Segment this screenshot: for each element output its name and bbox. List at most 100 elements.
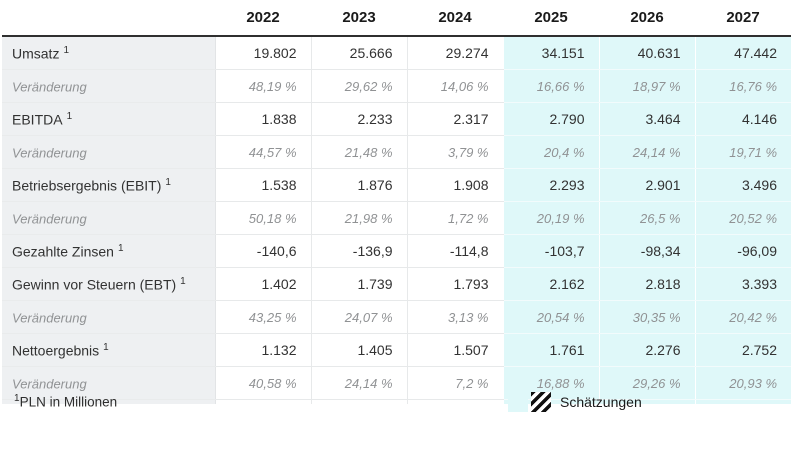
value-cell: 1.876 [310,168,407,202]
estimate-value-cell: 26,5 % [598,201,695,235]
estimate-value-cell: 20,54 % [502,300,599,334]
value-cell: 21,48 % [310,135,407,169]
legend-label: Schätzungen [560,394,642,410]
estimate-value-cell: -103,7 [502,234,599,268]
table-row-ebitda: EBITDA 1 1.838 2.233 2.317 2.790 3.464 4.… [2,102,791,136]
value-cell: 29.274 [406,36,503,70]
value-cell: -140,6 [214,234,311,268]
value-cell: 1.739 [310,267,407,301]
row-label: Veränderung [2,135,216,169]
value-cell: 14,06 % [406,69,503,103]
value-cell: 19.802 [214,36,311,70]
year-header-2025: 2025 [503,0,599,37]
table-row-zinsen: Gezahlte Zinsen 1 -140,6 -136,9 -114,8 -1… [2,234,791,268]
estimate-value-cell: 2.162 [502,267,599,301]
row-label: Nettoergebnis 1 [2,333,216,367]
table-row-ebt: Gewinn vor Steuern (EBT) 1 1.402 1.739 1.… [2,267,791,301]
estimate-value-cell: 20,93 % [694,366,791,400]
row-label: EBITDA 1 [2,102,216,136]
estimate-value-cell: 3.393 [694,267,791,301]
table-bottom-spacer [2,399,791,404]
footnote: 1PLN in Millionen [14,393,117,410]
value-cell: 1.405 [310,333,407,367]
estimate-value-cell: 2.818 [598,267,695,301]
value-cell: 25.666 [310,36,407,70]
value-cell: 43,25 % [214,300,311,334]
value-cell: 7,2 % [406,366,503,400]
value-cell: 29,62 % [310,69,407,103]
table-row-veraenderung: Veränderung 48,19 % 29,62 % 14,06 % 16,6… [2,69,791,103]
estimate-value-cell: 2.790 [502,102,599,136]
value-cell: 1,72 % [406,201,503,235]
footnote-marker: 1 [14,393,20,404]
year-header-2027: 2027 [695,0,791,37]
row-label: Veränderung [2,69,216,103]
estimate-value-cell: 1.761 [502,333,599,367]
row-label: Gezahlte Zinsen 1 [2,234,216,268]
value-cell: 21,98 % [310,201,407,235]
estimate-value-cell: 34.151 [502,36,599,70]
estimate-value-cell: 4.146 [694,102,791,136]
table-row-veraenderung: Veränderung 50,18 % 21,98 % 1,72 % 20,19… [2,201,791,235]
estimate-color-swatch [508,392,528,412]
value-cell: 2.233 [310,102,407,136]
year-header-row: 2022 2023 2024 2025 2026 2027 [2,0,791,37]
row-label: Betriebsergebnis (EBIT) 1 [2,168,216,202]
row-label: Umsatz 1 [2,36,216,70]
table-row-umsatz: Umsatz 1 19.802 25.666 29.274 34.151 40.6… [2,36,791,70]
estimate-value-cell: 20,19 % [502,201,599,235]
value-cell: 1.402 [214,267,311,301]
value-cell: -114,8 [406,234,503,268]
value-cell: 3,79 % [406,135,503,169]
year-header-2024: 2024 [407,0,503,37]
estimate-value-cell: 40.631 [598,36,695,70]
row-label: Veränderung [2,300,216,334]
row-label: Veränderung [2,366,216,400]
value-cell: 1.838 [214,102,311,136]
value-cell: -136,9 [310,234,407,268]
value-cell: 1.132 [214,333,311,367]
estimate-value-cell: 18,97 % [598,69,695,103]
footnote-text: PLN in Millionen [19,394,118,410]
value-cell: 1.793 [406,267,503,301]
estimate-value-cell: 2.293 [502,168,599,202]
value-cell: 44,57 % [214,135,311,169]
estimate-value-cell: 47.442 [694,36,791,70]
hatched-swatch-icon [531,392,551,412]
table-row-veraenderung: Veränderung 44,57 % 21,48 % 3,79 % 20,4 … [2,135,791,169]
value-cell: 40,58 % [214,366,311,400]
estimate-value-cell: 20,4 % [502,135,599,169]
estimate-value-cell: -96,09 [694,234,791,268]
table-row-nettoergebnis: Nettoergebnis 1 1.132 1.405 1.507 1.761 2… [2,333,791,367]
estimate-value-cell: 2.752 [694,333,791,367]
corner-cell [2,0,215,37]
value-cell: 2.317 [406,102,503,136]
estimate-value-cell: 3.464 [598,102,695,136]
estimates-legend: Schätzungen [508,391,642,413]
estimate-value-cell: 24,14 % [598,135,695,169]
year-header-2023: 2023 [311,0,407,37]
estimate-value-cell: 16,76 % [694,69,791,103]
value-cell: 24,14 % [310,366,407,400]
estimate-value-cell: 2.276 [598,333,695,367]
table-row-veraenderung: Veränderung 43,25 % 24,07 % 3,13 % 20,54… [2,300,791,334]
estimate-value-cell: 3.496 [694,168,791,202]
value-cell: 1.507 [406,333,503,367]
table-row-ebit: Betriebsergebnis (EBIT) 1 1.538 1.876 1.9… [2,168,791,202]
estimate-value-cell: -98,34 [598,234,695,268]
financial-estimates-table: 2022 2023 2024 2025 2026 2027 Umsatz 1 19… [2,0,791,404]
year-header-2022: 2022 [215,0,311,37]
value-cell: 50,18 % [214,201,311,235]
value-cell: 24,07 % [310,300,407,334]
estimate-value-cell: 20,42 % [694,300,791,334]
estimate-value-cell: 20,52 % [694,201,791,235]
estimate-value-cell: 30,35 % [598,300,695,334]
estimate-value-cell: 19,71 % [694,135,791,169]
value-cell: 3,13 % [406,300,503,334]
estimate-value-cell: 2.901 [598,168,695,202]
estimate-value-cell: 16,66 % [502,69,599,103]
value-cell: 1.908 [406,168,503,202]
value-cell: 1.538 [214,168,311,202]
value-cell: 48,19 % [214,69,311,103]
